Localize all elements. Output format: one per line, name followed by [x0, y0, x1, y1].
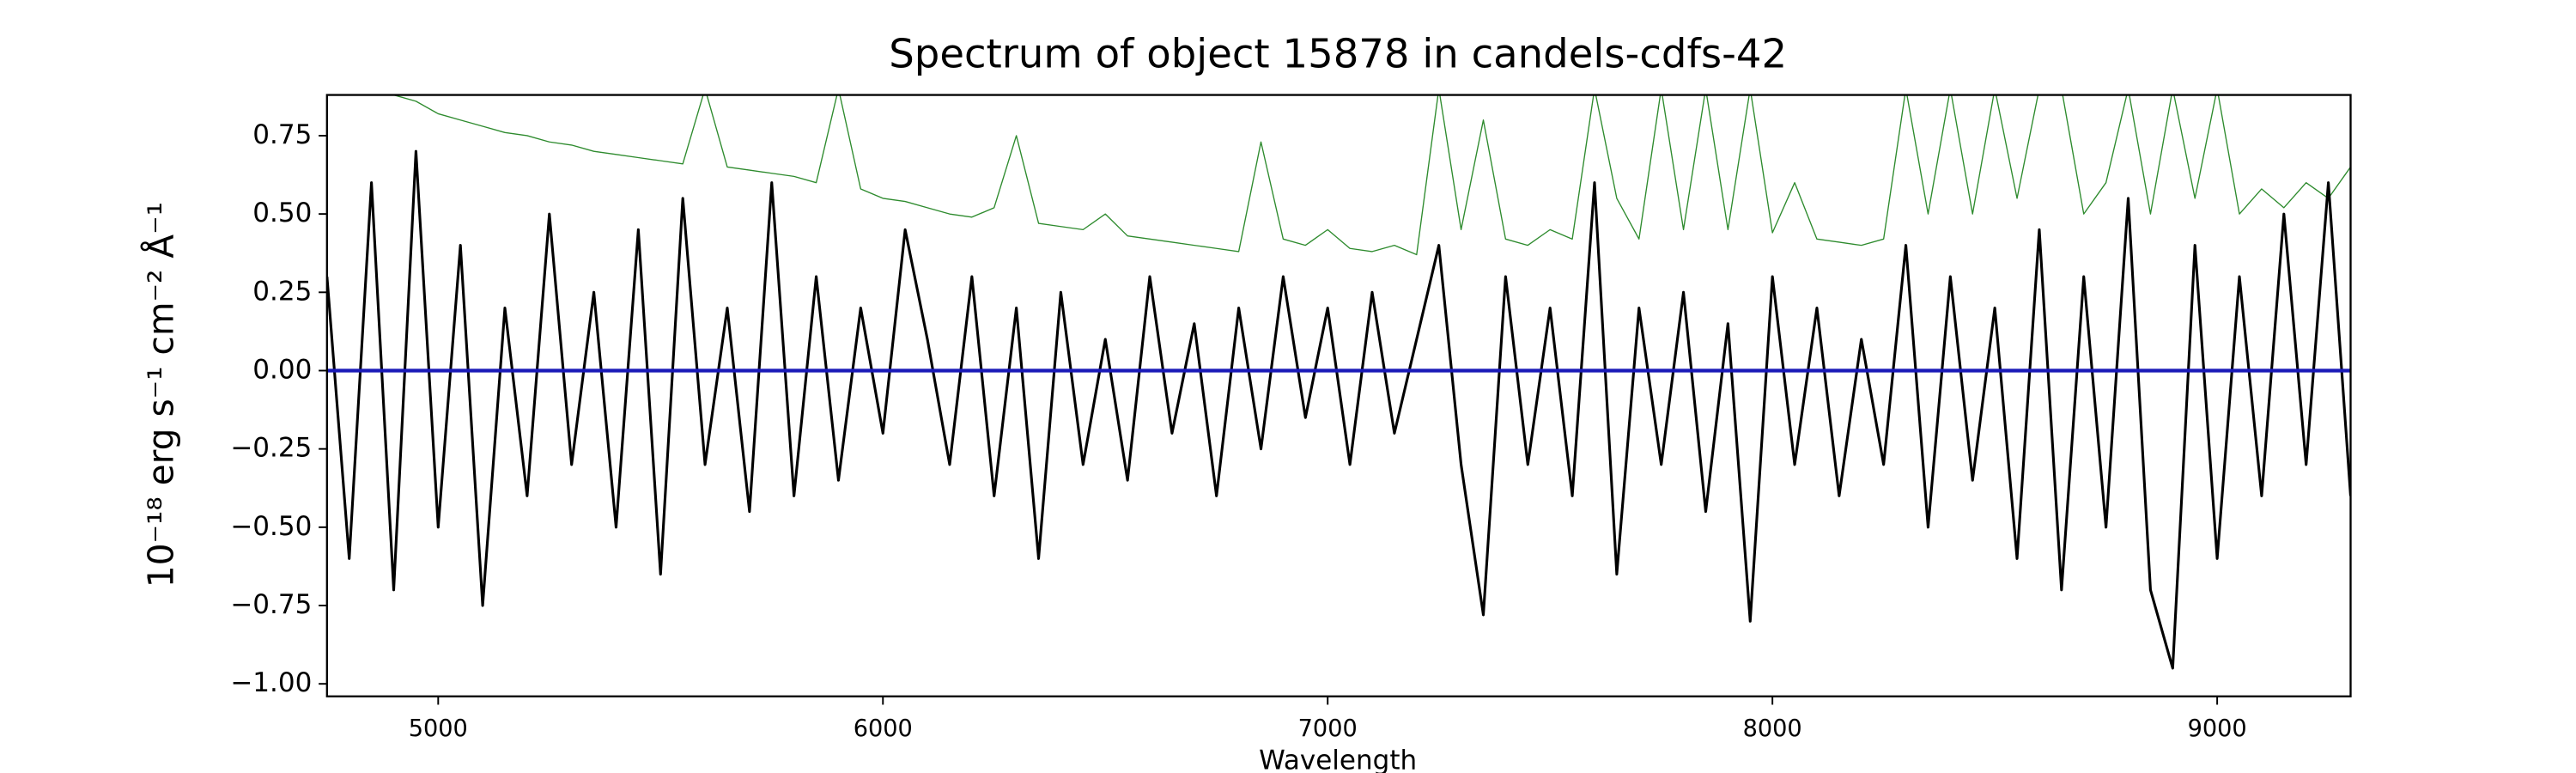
- y-tick-label: −0.50: [230, 511, 312, 542]
- y-tick-label: 0.75: [252, 119, 312, 150]
- x-tick-label: 6000: [854, 715, 913, 742]
- y-tick-label: 0.50: [252, 198, 312, 228]
- y-tick-label: −0.25: [230, 433, 312, 464]
- plot-frame: [325, 94, 2352, 697]
- y-tick-label: 0.25: [252, 276, 312, 307]
- x-tick-label: 8000: [1743, 715, 1802, 742]
- y-tick-label: −1.00: [230, 667, 312, 698]
- y-tick-label: −0.75: [230, 589, 312, 620]
- chart-title: Spectrum of object 15878 in candels-cdfs…: [889, 30, 1787, 76]
- y-tick-label: 0.00: [252, 354, 312, 385]
- spectrum-line: [392, 94, 2351, 256]
- x-tick-label: 9000: [2188, 715, 2247, 742]
- spectrum-line: [326, 149, 2351, 670]
- plot-lines: [326, 94, 2351, 670]
- y-axis-label: 10⁻¹⁸ erg s⁻¹ cm⁻² Å⁻¹: [141, 202, 182, 587]
- x-tick-label: 5000: [409, 715, 468, 742]
- x-axis-label: Wavelength: [1259, 745, 1417, 773]
- x-tick-label: 7000: [1298, 715, 1358, 742]
